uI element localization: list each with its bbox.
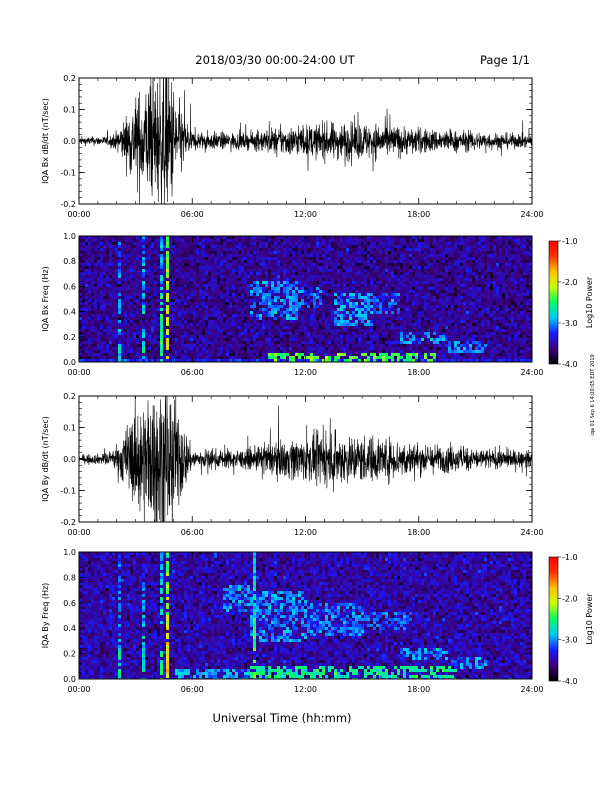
colorbar: -1.0 -2.0 -3.0 -4.0 Log10 Power — [548, 553, 594, 686]
x-tick-label: 06:00 — [181, 368, 204, 377]
colorbar-tick-label: -3.0 — [562, 636, 578, 645]
y-tick-label: 0.2 — [63, 74, 76, 83]
panel-2: 1.0 0.8 0.6 0.4 0.2 0.000:00 06:00 12:00 18:00 24… — [41, 232, 544, 377]
x-axis-label: Universal Time (hh:mm) — [212, 711, 351, 725]
series-line — [79, 396, 532, 522]
panel-3: 0.2 0.1 0.0 -0.1 -0.200:00 06:00 12:00 18:00 24:… — [41, 392, 544, 537]
colorbar: -1.0 -2.0 -3.0 -4.0 Log10 Power — [548, 237, 594, 369]
x-tick-label: 00:00 — [67, 210, 90, 219]
colorbar-label: Log10 Power — [585, 593, 594, 645]
x-tick-label: 24:00 — [520, 528, 543, 537]
y-tick-label: 1.0 — [63, 548, 76, 557]
y-tick-label: 0.4 — [63, 308, 76, 317]
series-line — [79, 78, 532, 204]
x-tick-label: 12:00 — [294, 685, 317, 694]
x-tick-label: 12:00 — [294, 528, 317, 537]
panel-1: 0.2 0.1 0.0 -0.1 -0.200:00 06:00 12:00 18:00 24:… — [41, 74, 544, 219]
y-tick-label: 0.1 — [63, 424, 76, 433]
x-tick-label: 18:00 — [407, 685, 430, 694]
y-tick-label: -0.2 — [60, 200, 76, 209]
x-tick-label: 06:00 — [181, 685, 204, 694]
x-tick-label: 12:00 — [294, 210, 317, 219]
x-tick-label: 18:00 — [407, 210, 430, 219]
y-tick-label: 0.6 — [63, 282, 76, 291]
colorbar-tick-label: -4.0 — [562, 677, 578, 686]
panel-4: 1.0 0.8 0.6 0.4 0.2 0.000:00 06:00 12:00 18:00 24… — [41, 548, 544, 694]
y-tick-label: 0.0 — [63, 455, 76, 464]
spectrogram-cells — [79, 552, 532, 679]
y-tick-label: 0.1 — [63, 106, 76, 115]
x-tick-label: 00:00 — [67, 368, 90, 377]
x-tick-label: 18:00 — [407, 528, 430, 537]
colorbar-label: Log10 Power — [585, 276, 594, 328]
y-axis-label: IQA By Freq (Hz) — [41, 583, 50, 649]
y-tick-label: 0.4 — [63, 624, 76, 633]
side-note: iqa 01 Sep 6 14:00:05 EDT 2019 — [590, 354, 596, 435]
y-tick-label: 0.0 — [63, 675, 76, 684]
x-tick-label: 24:00 — [520, 685, 543, 694]
x-tick-label: 00:00 — [67, 528, 90, 537]
x-tick-label: 12:00 — [294, 368, 317, 377]
figure-title: 2018/03/30 00:00-24:00 UT — [195, 53, 355, 67]
colorbar-tick-label: -1.0 — [562, 553, 578, 562]
y-tick-label: 0.2 — [63, 333, 76, 342]
y-tick-label: -0.1 — [60, 487, 76, 496]
y-axis-label: IQA Bx dB/dt (nT/sec) — [41, 98, 50, 184]
y-tick-label: 0.8 — [63, 257, 76, 266]
page-number: Page 1/1 — [480, 53, 530, 67]
colorbar-tick-label: -2.0 — [562, 594, 578, 603]
y-tick-label: 0.0 — [63, 137, 76, 146]
x-tick-label: 24:00 — [520, 368, 543, 377]
y-tick-label: 0.2 — [63, 392, 76, 401]
colorbar-tick-label: -4.0 — [562, 360, 578, 369]
panels: 0.20.10.0-0.1-0.200:00 06:00 12:00 18:00 24:… — [41, 74, 544, 694]
y-axis-label: IQA By dB/dt (nT/sec) — [41, 416, 50, 502]
colorbar-tick-label: -2.0 — [562, 278, 578, 287]
y-tick-label: 0.8 — [63, 573, 76, 582]
x-tick-label: 00:00 — [67, 685, 90, 694]
colorbar-tick-label: -3.0 — [562, 319, 578, 328]
x-tick-label: 06:00 — [181, 528, 204, 537]
y-tick-label: 1.0 — [63, 232, 76, 241]
y-axis-label: IQA Bx Freq (Hz) — [41, 266, 50, 332]
y-tick-label: -0.1 — [60, 169, 76, 178]
x-tick-label: 18:00 — [407, 368, 430, 377]
y-tick-label: -0.2 — [60, 518, 76, 527]
y-tick-label: 0.2 — [63, 650, 76, 659]
spectrogram-cells — [79, 236, 532, 362]
y-tick-label: 0.0 — [63, 358, 76, 367]
y-tick-label: 0.6 — [63, 599, 76, 608]
x-tick-label: 06:00 — [181, 210, 204, 219]
colorbar-tick-label: -1.0 — [562, 237, 578, 246]
x-tick-label: 24:00 — [520, 210, 543, 219]
